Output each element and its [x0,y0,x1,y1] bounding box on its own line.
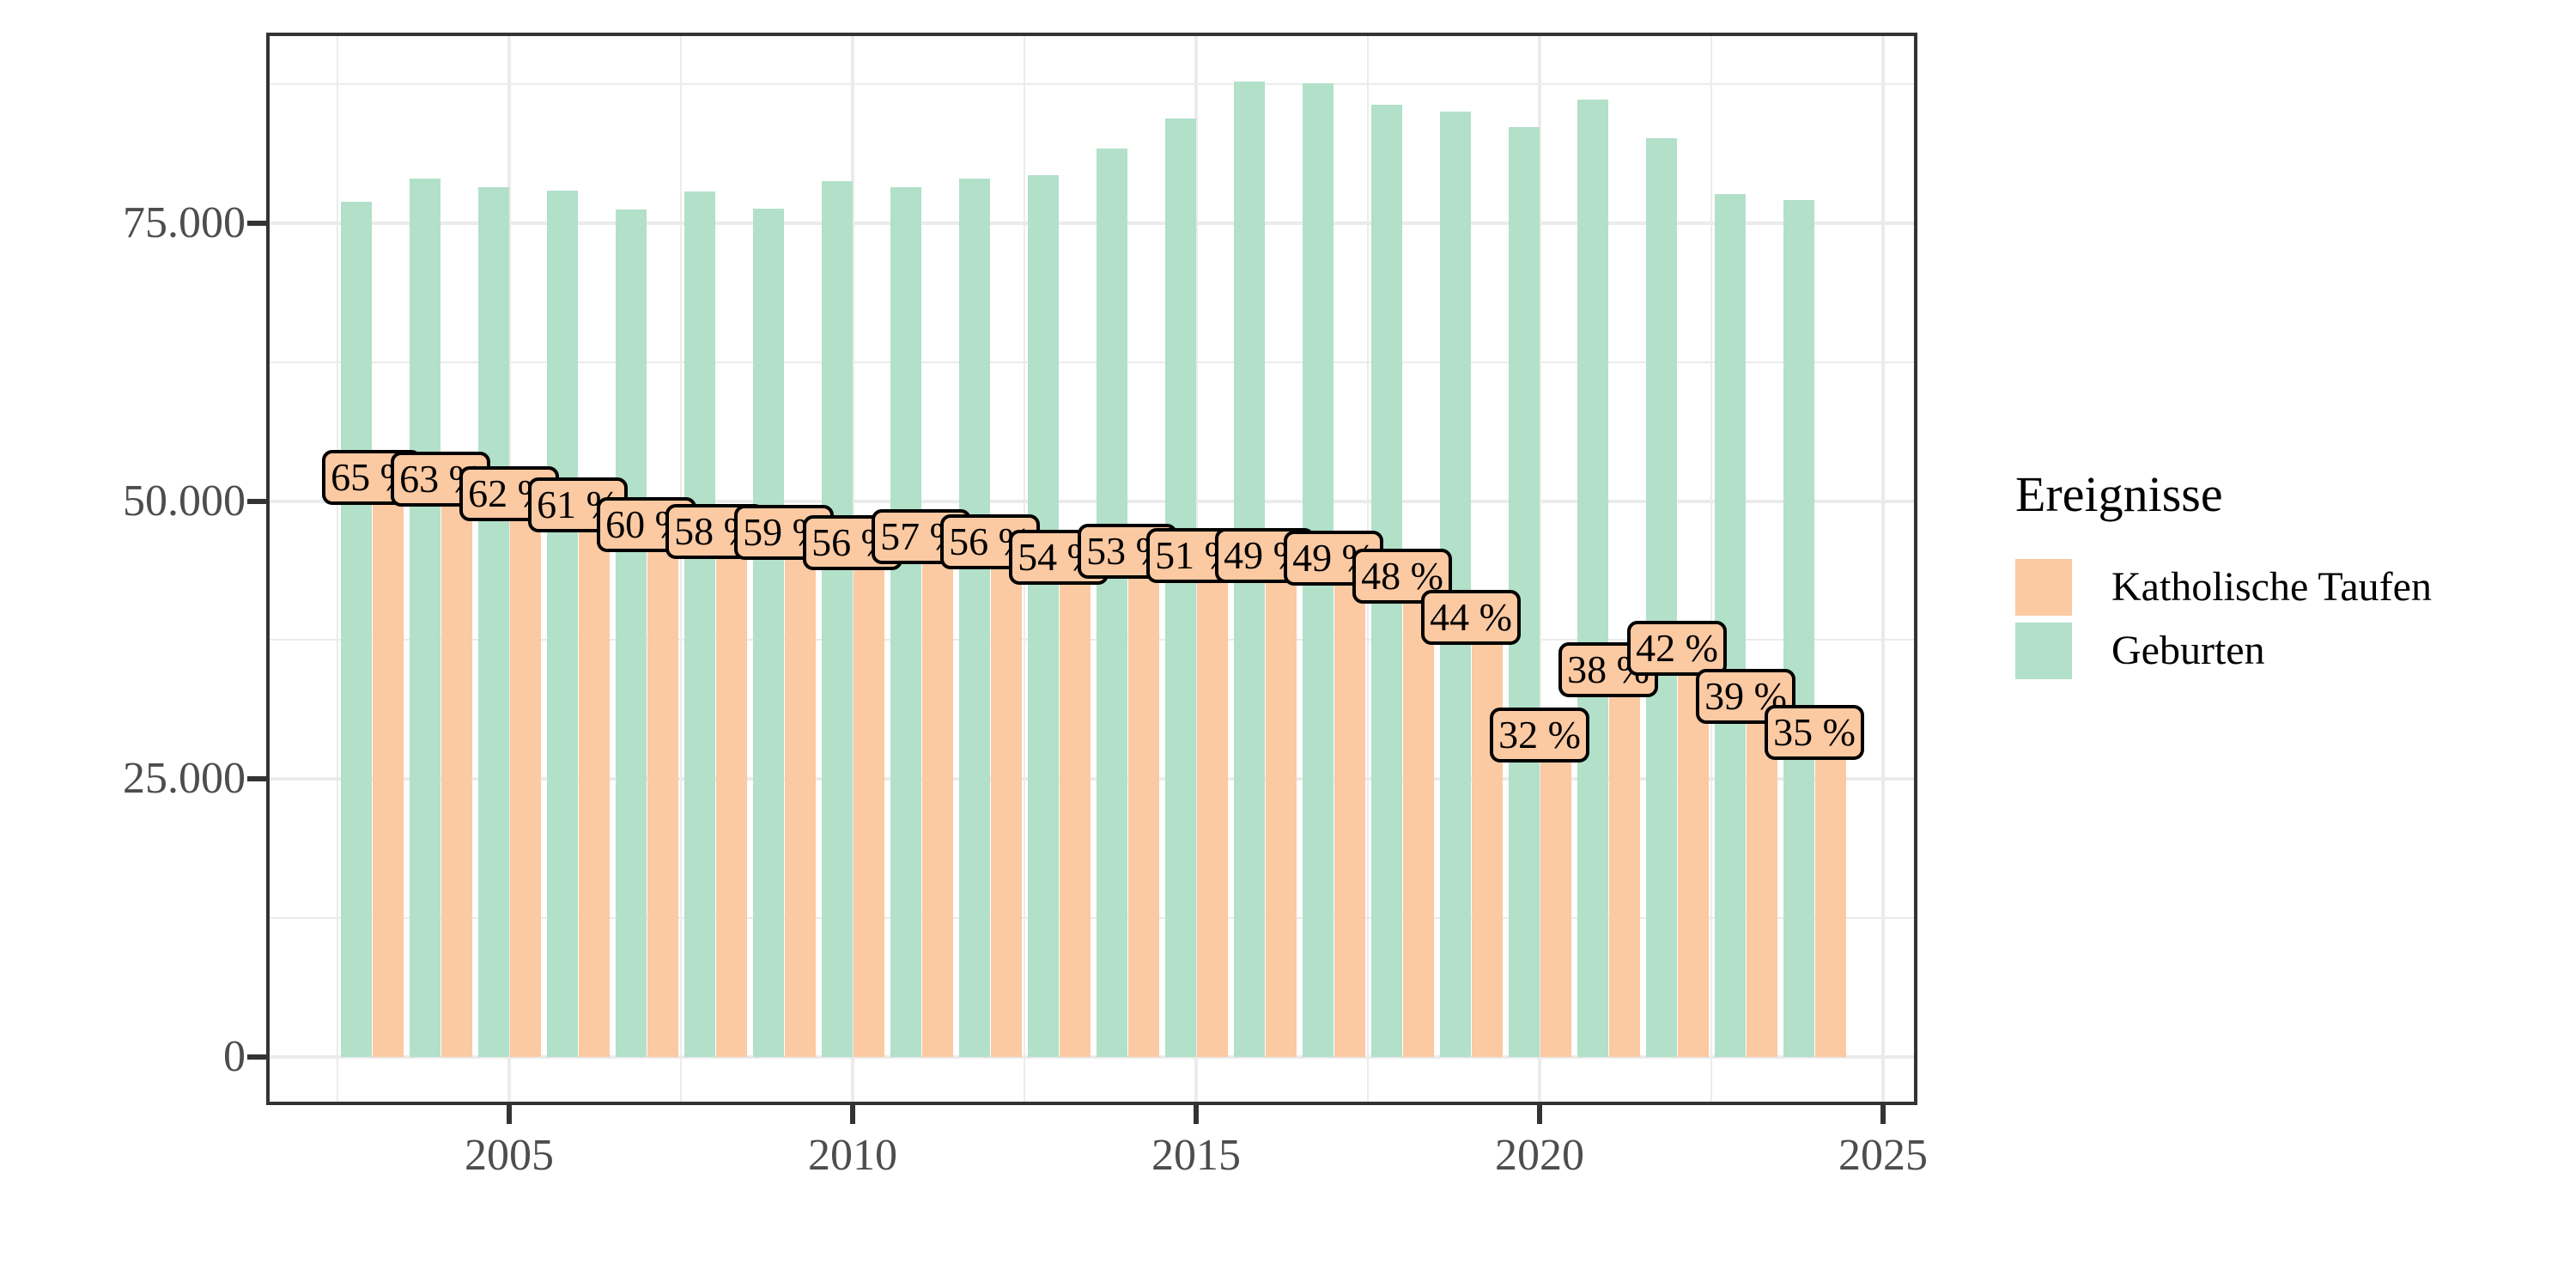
bar-geburten [1783,199,1814,1057]
bar-taufen [922,561,953,1057]
bar-taufen [991,565,1022,1057]
bar-geburten [1646,138,1677,1057]
legend-title: Ereignisse [2015,466,2223,522]
bar-taufen [1266,580,1297,1057]
gridline-major-h [266,499,1917,503]
x-tick-mark [1194,1105,1199,1124]
x-tick-label: 2005 [465,1131,554,1180]
x-tick-mark [1537,1105,1542,1124]
bar-taufen [716,555,747,1057]
gridline-minor-h [266,639,1917,641]
y-tick-mark [247,1054,266,1060]
gridline-major-v [507,33,511,1105]
bar-taufen [1678,671,1709,1057]
legend: Ereignisse Katholische Taufen Geburten [2015,465,2432,686]
bar-taufen [441,503,472,1057]
bar-geburten [684,191,715,1057]
bar-taufen [373,501,404,1057]
bar-taufen [647,549,678,1057]
bar-geburten [890,187,921,1057]
y-tick-mark [247,776,266,782]
bar-geburten [1577,100,1608,1057]
y-tick-mark [247,220,266,226]
bar-taufen [1060,580,1091,1057]
gridline-minor-h [266,917,1917,920]
bar-taufen [1128,575,1159,1057]
percent-label: 42 % [1627,620,1727,676]
x-tick-label: 2025 [1838,1131,1928,1180]
bar-taufen [1472,641,1503,1057]
x-tick-label: 2020 [1495,1131,1584,1180]
bar-taufen [510,517,541,1057]
bar-taufen [1815,756,1846,1057]
gridline-major-v [1881,33,1885,1105]
bar-geburten [753,208,784,1057]
x-tick-label: 2015 [1151,1131,1241,1180]
bar-taufen [1197,580,1228,1057]
bar-geburten [1028,175,1059,1057]
x-tick-mark [850,1105,855,1124]
gridline-major-h [266,777,1917,781]
y-tick-label: 25.000 [123,754,246,804]
bar-taufen [785,556,816,1057]
legend-swatch-geburten-icon [2015,623,2072,679]
percent-label: 44 % [1421,589,1521,645]
legend-swatch-taufen-icon [2015,559,2072,616]
y-tick-label: 0 [223,1032,246,1081]
legend-label-geburten: Geburten [2111,628,2265,673]
percent-label: 32 % [1490,707,1589,762]
bar-geburten [478,187,509,1057]
bar-taufen [579,528,610,1057]
gridline-minor-h [266,361,1917,363]
bar-geburten [822,180,853,1057]
gridline-minor-v [1710,33,1712,1105]
gridline-minor-v [680,33,682,1105]
bar-geburten [1097,148,1127,1057]
percent-label: 35 % [1765,705,1864,761]
legend-label-taufen: Katholische Taufen [2111,564,2432,610]
bar-geburten [547,191,578,1057]
bar-geburten [341,202,372,1057]
gridline-major-h [266,221,1917,225]
bar-taufen [1403,599,1434,1057]
x-tick-mark [1880,1105,1886,1124]
gridline-minor-v [337,33,338,1105]
bar-geburten [616,210,647,1057]
bar-geburten [410,178,440,1057]
gridline-major-v [1538,33,1541,1105]
bar-taufen [1540,758,1571,1057]
bar-taufen [1747,720,1777,1057]
y-tick-mark [247,498,266,504]
x-tick-mark [507,1105,512,1124]
bar-geburten [959,178,990,1057]
gridline-minor-h [266,82,1917,85]
y-tick-label: 75.000 [123,197,246,247]
bar-taufen [1609,693,1640,1057]
bar-taufen [854,566,884,1057]
legend-item-taufen: Katholische Taufen [2015,559,2432,616]
bar-geburten [1165,118,1196,1057]
bar-taufen [1334,582,1365,1057]
legend-item-geburten: Geburten [2015,623,2432,679]
gridline-major-h [266,1055,1917,1059]
y-tick-label: 50.000 [123,476,246,526]
x-tick-label: 2010 [808,1131,897,1180]
